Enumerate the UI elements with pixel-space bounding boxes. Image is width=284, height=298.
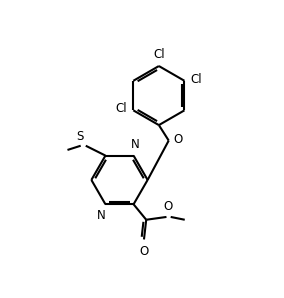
Text: S: S xyxy=(76,131,83,144)
Text: O: O xyxy=(139,244,149,257)
Text: N: N xyxy=(97,209,106,222)
Text: O: O xyxy=(163,200,172,213)
Text: Cl: Cl xyxy=(191,73,202,86)
Text: N: N xyxy=(131,138,139,151)
Text: Cl: Cl xyxy=(153,48,165,61)
Text: Cl: Cl xyxy=(116,103,127,115)
Text: O: O xyxy=(174,133,183,146)
